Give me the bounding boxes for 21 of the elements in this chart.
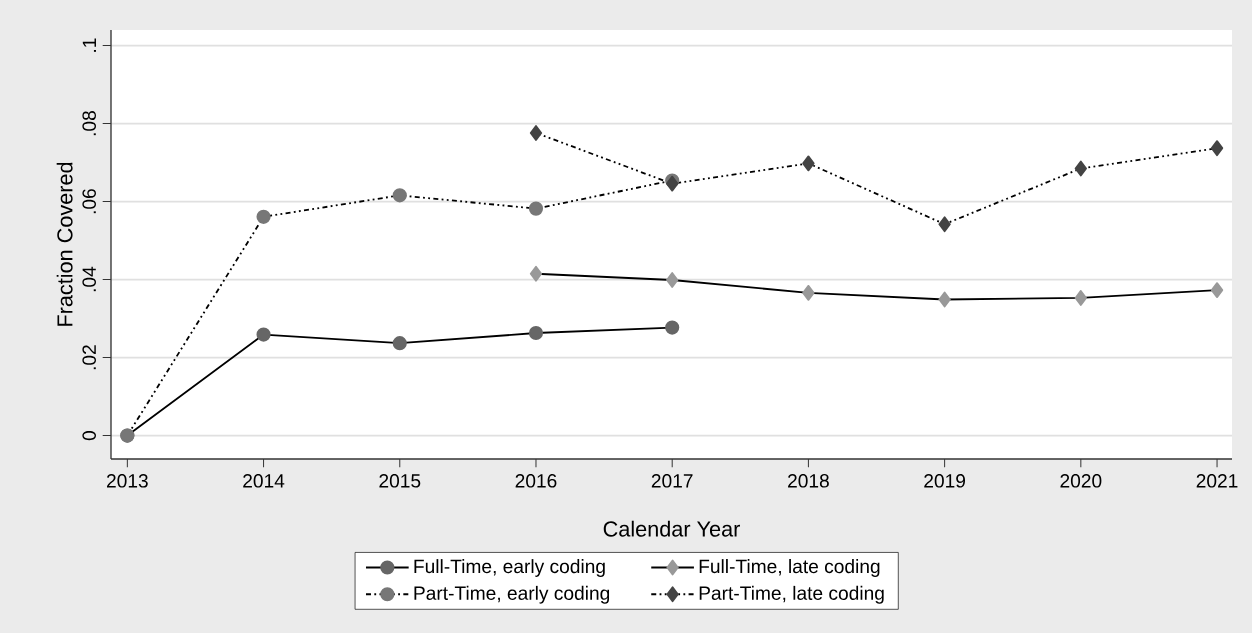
x-tick-label: 2017 bbox=[651, 474, 693, 488]
legend-label: Full-Time, early coding bbox=[414, 559, 605, 577]
y-tick-label: .02 bbox=[82, 345, 96, 370]
y-axis-title: Fraction Covered bbox=[56, 162, 73, 326]
legend-label: Full-Time, late coding bbox=[699, 559, 880, 577]
x-tick-label: 2013 bbox=[106, 474, 148, 488]
x-tick-label: 2014 bbox=[243, 474, 285, 488]
x-tick-label: 2015 bbox=[379, 474, 421, 488]
y-tick-label: .08 bbox=[82, 111, 96, 136]
x-tick-label: 2016 bbox=[515, 474, 557, 488]
y-tick-label: .04 bbox=[82, 266, 96, 292]
x-tick-label: 2020 bbox=[1060, 474, 1102, 488]
legend-label: Part-Time, late coding bbox=[699, 585, 884, 604]
legend-label: Part-Time, early coding bbox=[414, 585, 610, 604]
y-tick-label: .06 bbox=[82, 189, 96, 214]
x-tick-label: 2021 bbox=[1196, 474, 1238, 488]
x-tick-label: 2019 bbox=[924, 474, 966, 488]
x-tick-label: 2018 bbox=[788, 474, 829, 488]
x-axis-title: Calendar Year bbox=[603, 520, 740, 537]
y-tick-label: 0 bbox=[82, 431, 96, 441]
y-tick-label: .1 bbox=[82, 38, 96, 52]
